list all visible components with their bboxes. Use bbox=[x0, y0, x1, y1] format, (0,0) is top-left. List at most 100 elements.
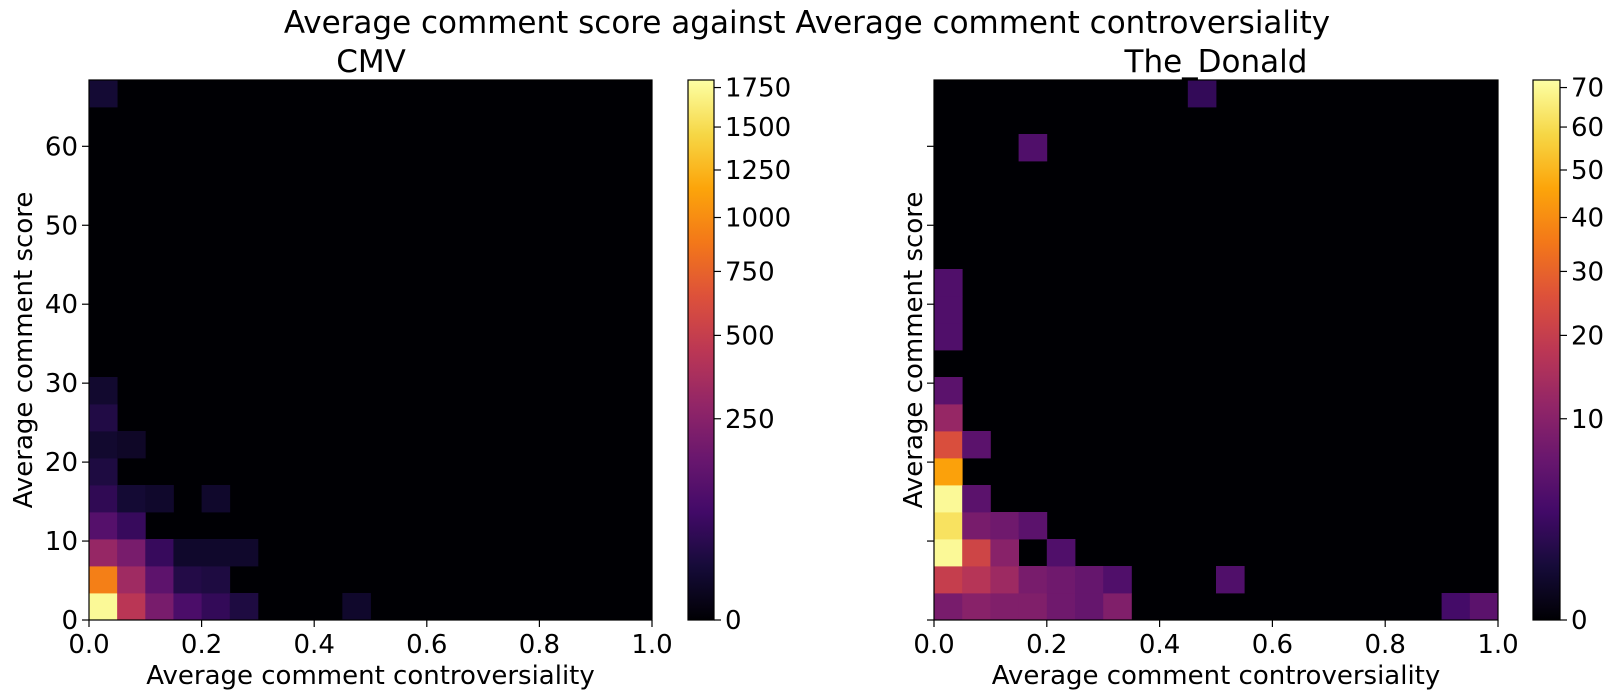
colorbar-frame bbox=[687, 79, 715, 621]
y-tick-label: 30 bbox=[45, 369, 78, 399]
heatmap-cell bbox=[934, 593, 963, 621]
heatmap-cell bbox=[1046, 566, 1076, 594]
colorbar-tick-label: 1000 bbox=[725, 204, 791, 234]
colorbar-tick-label: 1250 bbox=[725, 156, 791, 186]
y-tick-label: 40 bbox=[45, 290, 78, 320]
heatmap-cell bbox=[201, 593, 231, 621]
heatmap-cell bbox=[1469, 593, 1499, 621]
heatmap-cell bbox=[990, 593, 1019, 621]
x-tick-label: 0.2 bbox=[181, 630, 222, 660]
heatmap-cell bbox=[89, 80, 118, 108]
colorbar-tick-label: 1500 bbox=[725, 113, 791, 143]
heatmap-cell bbox=[934, 566, 963, 594]
x-tick-label: 1.0 bbox=[631, 630, 672, 660]
colorbar-tick-label: 10 bbox=[1571, 405, 1604, 435]
heatmap-cell bbox=[173, 593, 202, 621]
colorbar-frame bbox=[1532, 79, 1561, 621]
heatmap-cell bbox=[89, 593, 118, 621]
x-tick-label: 0.4 bbox=[294, 630, 335, 660]
heatmap-cell bbox=[89, 458, 118, 486]
heatmap-cell bbox=[934, 296, 963, 324]
heatmap-cell bbox=[962, 485, 991, 513]
heatmap-cell bbox=[145, 593, 174, 621]
colorbar-tick-label: 0 bbox=[725, 606, 742, 636]
heatmap-cell bbox=[117, 485, 146, 513]
colorbar-tick-label: 70 bbox=[1571, 74, 1604, 104]
heatmap-cell bbox=[990, 512, 1019, 540]
heatmap-cell bbox=[962, 539, 991, 567]
heatmap-cell bbox=[89, 485, 118, 513]
y-tick-label: 10 bbox=[45, 527, 78, 557]
heatmap-cell bbox=[1075, 593, 1104, 621]
heatmap-cell bbox=[934, 485, 963, 513]
colorbar-tick-label: 1750 bbox=[725, 74, 791, 104]
y-tick-label: 20 bbox=[45, 448, 78, 478]
heatmap-cell bbox=[962, 566, 991, 594]
heatmap-cell bbox=[1018, 593, 1048, 621]
plot-frame bbox=[933, 79, 1499, 621]
colorbar bbox=[688, 80, 714, 620]
heatmap-cell bbox=[229, 539, 259, 567]
x-axis-label: Average comment controversiality bbox=[992, 661, 1441, 691]
heatmap-cell bbox=[201, 485, 231, 513]
heatmap-cell bbox=[145, 539, 174, 567]
heatmap-cell bbox=[1103, 566, 1132, 594]
x-tick-label: 1.0 bbox=[1477, 630, 1518, 660]
x-tick-label: 0.2 bbox=[1026, 630, 1067, 660]
heatmap-cell bbox=[89, 377, 118, 405]
y-tick-label: 50 bbox=[45, 211, 78, 241]
heatmap-cell bbox=[934, 269, 963, 297]
colorbar-tick-label: 50 bbox=[1571, 156, 1604, 186]
colorbar-tick-label: 500 bbox=[725, 321, 775, 351]
colorbar-tick-label: 20 bbox=[1571, 321, 1604, 351]
heatmap-cell bbox=[173, 539, 202, 567]
heatmap-cell bbox=[934, 377, 963, 405]
heatmap-cell bbox=[934, 431, 963, 459]
heatmap-cell bbox=[145, 485, 174, 513]
x-tick-label: 0.0 bbox=[68, 630, 109, 660]
heatmap-cell bbox=[990, 539, 1019, 567]
colorbar-tick-label: 30 bbox=[1571, 257, 1604, 287]
heatmap-cell bbox=[117, 431, 146, 459]
heatmap-cell bbox=[89, 431, 118, 459]
x-tick-label: 0.8 bbox=[1365, 630, 1406, 660]
heatmap-cell bbox=[117, 539, 146, 567]
heatmap-cell bbox=[934, 404, 963, 432]
heatmap-cell bbox=[89, 404, 118, 432]
colorbar-tick-label: 0 bbox=[1571, 606, 1588, 636]
heatmap-cell bbox=[962, 512, 991, 540]
heatmap-cell bbox=[342, 593, 371, 621]
x-tick-label: 0.6 bbox=[1252, 630, 1293, 660]
figure-title: Average comment score against Average co… bbox=[284, 5, 1330, 41]
heatmap-cell bbox=[173, 566, 202, 594]
x-tick-label: 0.8 bbox=[519, 630, 560, 660]
y-tick-label: 0 bbox=[61, 606, 78, 636]
heatmap-cell bbox=[1103, 593, 1132, 621]
colorbar-tick-label: 750 bbox=[725, 257, 775, 287]
heatmap-cell bbox=[117, 512, 146, 540]
heatmap-cell bbox=[89, 539, 118, 567]
x-tick-label: 0.0 bbox=[913, 630, 954, 660]
heatmap-cell bbox=[201, 566, 231, 594]
colorbar-tick-label: 40 bbox=[1571, 204, 1604, 234]
heatmap-cell bbox=[1187, 80, 1217, 108]
y-tick-label: 60 bbox=[45, 132, 78, 162]
heatmap-cell bbox=[89, 566, 118, 594]
heatmap-cell bbox=[117, 566, 146, 594]
plot-frame bbox=[88, 79, 653, 621]
x-axis-label: Average comment controversiality bbox=[146, 661, 595, 691]
heatmap-cell bbox=[229, 593, 259, 621]
heatmap-cell bbox=[1018, 134, 1048, 162]
y-axis-label: Average comment score bbox=[899, 192, 929, 509]
chart-panel-2: The_Donald 0.0 0.2 0.4 0.6 0.8 1.0 Average comm… bbox=[899, 44, 1604, 691]
heatmap-cell bbox=[962, 431, 991, 459]
heatmap-cell bbox=[145, 566, 174, 594]
heatmap-cell bbox=[934, 323, 963, 351]
heatmap-cell bbox=[934, 539, 963, 567]
heatmap-cell bbox=[1441, 593, 1471, 621]
heatmap-cell bbox=[1046, 593, 1076, 621]
colorbar bbox=[1533, 80, 1560, 620]
heatmap-cell bbox=[89, 512, 118, 540]
